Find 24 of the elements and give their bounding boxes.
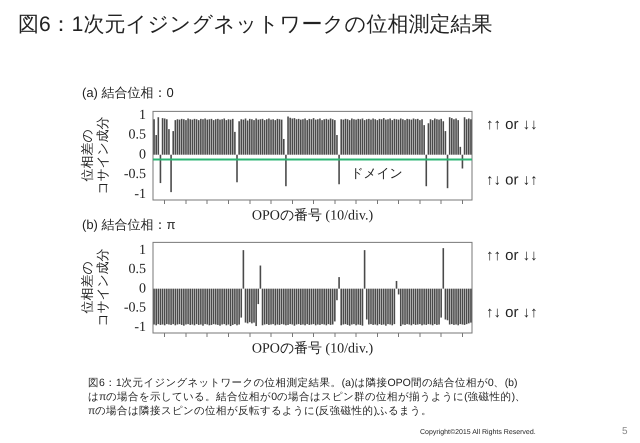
y-axis-title: 位相差のコサイン成分 bbox=[79, 248, 110, 327]
text: ↑↓ or ↓↑ bbox=[486, 304, 538, 322]
x-axis-title: OPOの番号 (10/div.) bbox=[252, 340, 374, 356]
x-axis-title: OPOの番号 (10/div.) bbox=[252, 207, 374, 224]
text: ↑↑ or ↓↓ bbox=[486, 116, 538, 133]
chart-title: (b) 結合位相：π bbox=[82, 216, 176, 234]
y-axis-title: 位相差のコサイン成分 bbox=[79, 116, 110, 195]
y-tick-label: 1 bbox=[139, 108, 146, 124]
text: ↑↓ or ↓↑ bbox=[486, 172, 538, 189]
text: ↑↑ or ↓↓ bbox=[486, 247, 538, 264]
chart-title: 図6：1次元イジングネットワークの位相測定結果 bbox=[18, 12, 492, 38]
y-tick-label: -1 bbox=[134, 186, 146, 202]
y-tick-label: 0 bbox=[139, 147, 146, 162]
y-tick-label: -0.5 bbox=[124, 167, 146, 182]
text: 5 bbox=[622, 426, 628, 437]
y-tick-label: -1 bbox=[134, 320, 146, 335]
y-tick-label: 1 bbox=[139, 242, 146, 258]
caption: 図6：1次元イジングネットワークの位相測定結果。(a)は隣接OPO間の結合位相が0、(b)はπの場合を示している。結合位相が0の場合はスピン群の位相が揃うように(強磁性的)、πの場合は隣接スピンの位相が反転するように(反強磁性的)ふるまう。 bbox=[88, 376, 528, 418]
y-tick-label: 0 bbox=[139, 281, 146, 296]
y-tick-label: 0.5 bbox=[128, 128, 146, 143]
y-tick-label: -0.5 bbox=[124, 300, 146, 316]
y-tick-label: 0.5 bbox=[128, 262, 146, 278]
ref-line-label: ドメイン bbox=[350, 166, 402, 181]
chart-subtitle: (a) 結合位相：0 bbox=[82, 84, 174, 102]
